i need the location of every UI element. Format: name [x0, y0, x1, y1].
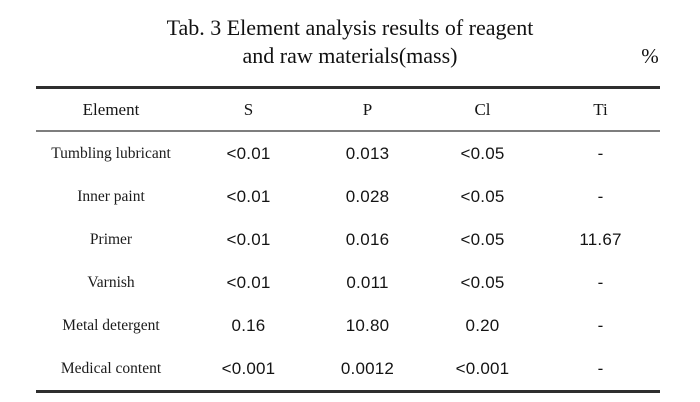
cell-value: <0.05 — [460, 186, 505, 206]
table-row-primer: Primer <0.01 0.016 <0.05 11.67 — [36, 218, 660, 261]
unit-label: % — [641, 44, 659, 68]
cell-value: <0.05 — [460, 229, 505, 249]
cell-value: - — [597, 315, 604, 335]
table-caption-line-1: Tab. 3 Element analysis results of reage… — [166, 15, 534, 40]
cell-value: 0.0012 — [340, 359, 395, 379]
column-header-s: S — [243, 99, 254, 119]
row-label: Inner paint — [77, 187, 145, 205]
table-caption: Tab. 3 Element analysis results of reage… — [0, 14, 700, 70]
cell-value: <0.001 — [455, 359, 510, 379]
cell-value: 0.013 — [345, 143, 390, 163]
cell-value: <0.001 — [221, 359, 276, 379]
cell-value: <0.01 — [226, 186, 271, 206]
cell-value: 0.20 — [465, 315, 500, 335]
cell-value: 11.67 — [579, 229, 622, 249]
table-row-tumbling-lubricant: Tumbling lubricant <0.01 0.013 <0.05 - — [36, 132, 660, 175]
cell-value: <0.05 — [460, 272, 505, 292]
table-row-varnish: Varnish <0.01 0.011 <0.05 - — [36, 261, 660, 304]
column-header-cl: Cl — [474, 99, 491, 119]
cell-value: <0.05 — [460, 143, 505, 163]
cell-value: <0.01 — [226, 272, 271, 292]
column-header-p: P — [362, 99, 373, 119]
row-label: Varnish — [87, 273, 135, 291]
table-caption-line-2: and raw materials(mass) — [242, 43, 458, 68]
cell-value: 0.011 — [346, 272, 389, 292]
cell-value: - — [597, 143, 604, 163]
cell-value: - — [597, 186, 604, 206]
row-label: Medical content — [60, 360, 162, 378]
table-row-metal-detergent: Metal detergent 0.16 10.80 0.20 - — [36, 304, 660, 347]
cell-value: <0.01 — [226, 143, 271, 163]
column-header-ti: Ti — [593, 99, 608, 119]
cell-value: 0.028 — [345, 186, 390, 206]
cell-value: - — [597, 272, 604, 292]
row-label: Tumbling lubricant — [51, 144, 171, 162]
table-row-inner-paint: Inner paint <0.01 0.028 <0.05 - — [36, 175, 660, 218]
element-analysis-table: Element S P Cl Ti Tumbling lubricant <0.… — [36, 86, 660, 393]
cell-value: - — [597, 359, 604, 379]
table-body: Tumbling lubricant <0.01 0.013 <0.05 - I… — [36, 132, 660, 391]
cell-value: <0.01 — [226, 229, 271, 249]
cell-value: 0.16 — [231, 315, 266, 335]
table-row-medical-content: Medical content <0.001 0.0012 <0.001 - — [36, 347, 660, 390]
row-label: Primer — [89, 230, 133, 248]
cell-value: 10.80 — [345, 315, 390, 335]
row-label: Metal detergent — [62, 316, 160, 334]
table-header-row: Element S P Cl Ti — [36, 89, 660, 132]
column-header-element: Element — [82, 99, 140, 119]
cell-value: 0.016 — [345, 229, 390, 249]
